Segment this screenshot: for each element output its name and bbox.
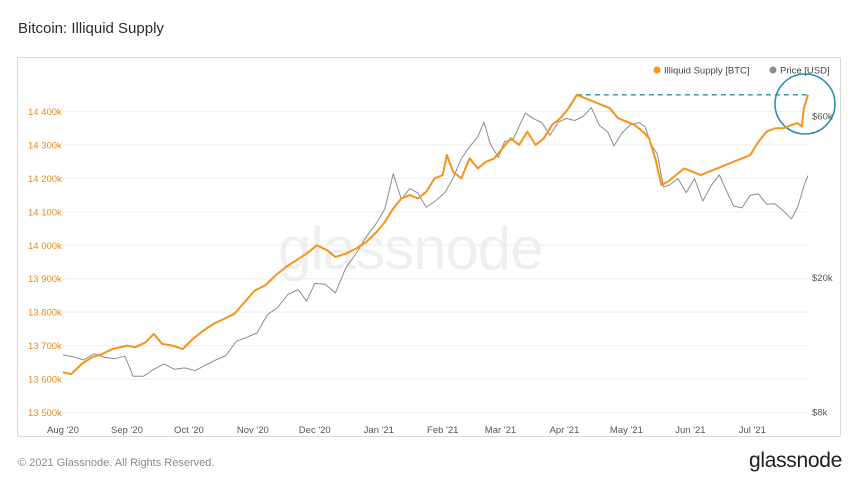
grid-lines (63, 111, 808, 413)
x-tick-label: Jun '21 (675, 425, 705, 436)
y-left-tick-label: 14 000k (28, 241, 62, 252)
x-tick-label: Dec '20 (299, 425, 331, 436)
y-right-tick-label: $8k (812, 408, 828, 419)
y-left-tick-label: 13 900k (28, 274, 62, 285)
legend-dot (769, 66, 777, 74)
y-left-tick-label: 13 800k (28, 308, 62, 319)
highlight-circle (774, 73, 836, 135)
y-left-tick-label: 13 500k (28, 408, 62, 419)
x-tick-label: Apr '21 (550, 425, 580, 436)
x-tick-label: Jul '21 (739, 425, 766, 436)
x-tick-label: Sep '20 (111, 425, 143, 436)
legend-label: Illiquid Supply [BTC] (664, 66, 750, 77)
illiquid-supply-line (62, 93, 809, 375)
annotations (576, 73, 836, 135)
y-left-tick-label: 13 600k (28, 375, 62, 386)
x-tick-label: Oct '20 (174, 425, 204, 436)
series-lines (62, 93, 809, 377)
y-left-tick-label: 14 300k (28, 140, 62, 151)
copyright-text: © 2021 Glassnode. All Rights Reserved. (18, 457, 215, 469)
price-usd-line (62, 107, 809, 377)
x-tick-label: Feb '21 (427, 425, 458, 436)
legend-dot (653, 66, 661, 74)
legend[interactable]: Illiquid Supply [BTC] Price [USD] (653, 66, 830, 77)
page-title: Bitcoin: Illiquid Supply (18, 20, 164, 37)
axes: 13 500k 13 600k 13 700k 13 800k 13 900k 14 00… (28, 107, 833, 436)
chart-frame (17, 57, 841, 437)
x-tick-label: Jan '21 (364, 425, 394, 436)
y-left-tick-label: 14 200k (28, 174, 62, 185)
y-right-tick-label: $20k (812, 273, 833, 284)
x-tick-label: May '21 (610, 425, 643, 436)
glassnode-logo[interactable]: glassnode (748, 449, 842, 472)
y-left-tick-label: 14 400k (28, 107, 62, 118)
x-tick-label: Mar '21 (485, 425, 516, 436)
y-left-tick-label: 13 700k (28, 341, 62, 352)
x-tick-label: Aug '20 (47, 425, 79, 436)
x-tick-label: Nov '20 (237, 425, 269, 436)
y-left-tick-label: 14 100k (28, 207, 62, 218)
y-right-tick-label: $60k (812, 112, 833, 123)
legend-label: Price [USD] (780, 66, 830, 77)
